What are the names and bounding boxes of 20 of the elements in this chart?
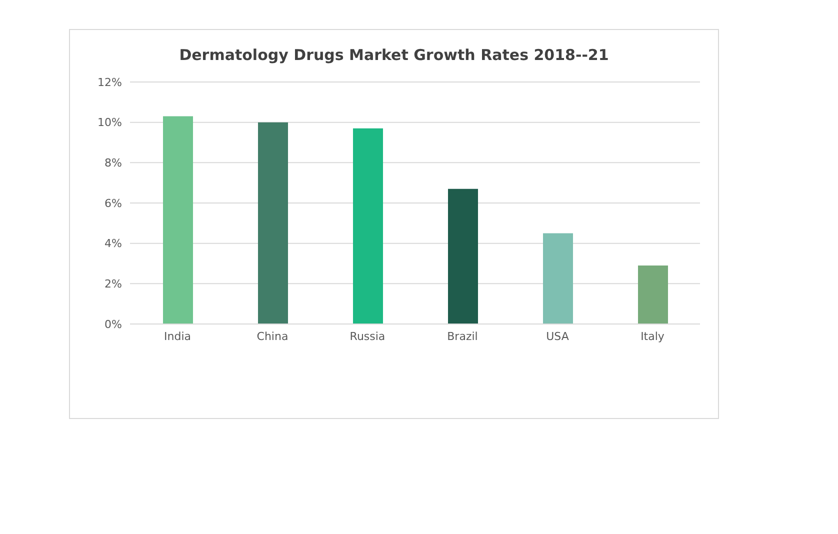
bar [638,266,668,324]
y-tick-label: 10% [98,116,122,130]
y-tick-label: 0% [104,318,122,331]
bar [258,122,288,324]
x-tick-label: China [256,330,288,343]
y-tick-label: 12% [98,76,122,89]
x-tick-label: India [164,330,191,343]
x-tick-label: Russia [350,330,386,343]
bar [163,116,193,324]
y-tick-label: 6% [104,196,122,210]
bar [353,128,383,324]
x-tick-label: Italy [640,330,665,343]
x-tick-label: USA [546,330,570,343]
chart-title: Dermatology Drugs Market Growth Rates 2018--21 [178,46,610,64]
y-tick-label: 8% [104,156,122,170]
bar [448,188,478,324]
y-tick-label: 2% [104,278,122,291]
bar [543,233,573,324]
x-tick-label: Brazil [447,330,478,343]
y-tick-label: 4% [104,237,122,250]
